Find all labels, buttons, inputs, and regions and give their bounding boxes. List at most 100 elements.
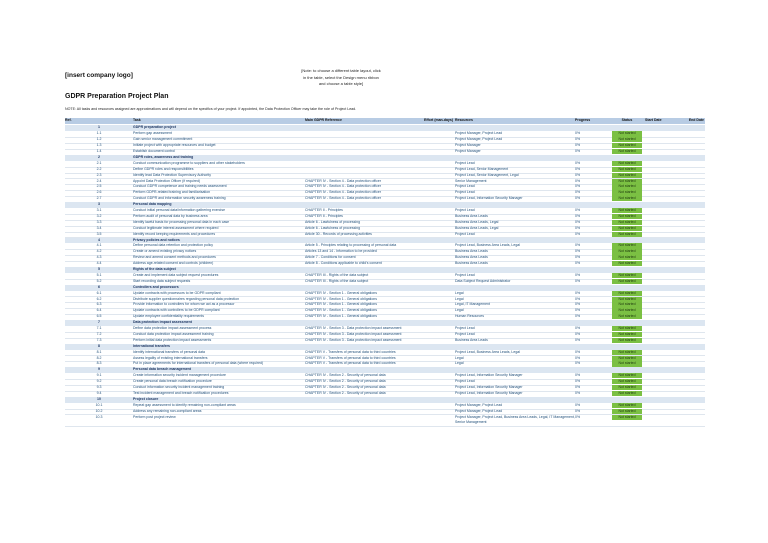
status-badge: Not started (612, 243, 642, 249)
cell-task: Review and amend consent methods and pro… (133, 255, 216, 260)
status-badge: Not started (612, 208, 642, 214)
cell-progress: 0% (575, 326, 581, 330)
cell-ref: 2.6 (96, 190, 102, 195)
status-badge: Not started (612, 349, 642, 355)
cell-progress: 0% (575, 208, 581, 212)
column-header: Main GDPR Reference (305, 118, 342, 122)
column-header: End Date (688, 118, 704, 122)
status-badge: Not started (612, 373, 642, 379)
cell-resources: Project Lead (455, 190, 475, 195)
task-row: 8.2 Assess legality of existing internati… (65, 355, 705, 363)
cell-progress: 0% (575, 302, 581, 307)
cell-resources: Project Lead (455, 184, 475, 189)
cell-progress: 0% (575, 385, 581, 389)
status-badge: Not started (612, 326, 642, 332)
task-row: 10.3 Perform post project review Project M… (65, 414, 705, 428)
cell-task: Create personal data breach notification… (133, 379, 212, 384)
status-badge: Not started (612, 408, 642, 414)
status-badge: Not started (612, 308, 642, 314)
cell-resources: Business Area Leads (455, 261, 488, 266)
cell-ref: 3.2 (96, 213, 102, 218)
task-row: 10.1 Repeat gap assessment to identify re… (65, 402, 705, 410)
cell-reference: CHAPTER IV - Section 2 - Security of per… (305, 385, 386, 389)
task-row: 2.2 Define GDPR roles and responsibilitie… (65, 166, 705, 174)
status-badge: Not started (612, 402, 642, 408)
cell-resources: Legal (455, 361, 464, 366)
cell-task: Perform initial data protection impact a… (133, 337, 212, 342)
cell-reference: CHAPTER IV - Section 1 - General obligat… (305, 314, 377, 319)
cell-task: Address any remaining non-compliant area… (133, 408, 202, 413)
cell-progress: 0% (575, 373, 581, 378)
status-badge: Not started (612, 225, 642, 231)
cell-reference: CHAPTER IV - Section 3 - Data protection… (305, 331, 402, 336)
cell-ref: 4 (98, 237, 100, 242)
cell-ref: 10.1 (95, 402, 103, 407)
logo-placeholder: [insert company logo] (65, 72, 133, 79)
cell-task: Define data protection impact assessment… (133, 326, 212, 330)
cell-task: Conduct communication programme to suppl… (133, 160, 245, 165)
cell-reference: CHAPTER IV - Section 2 - Security of per… (305, 379, 386, 384)
cell-task: Identify lead Data Protection Supervisor… (133, 172, 212, 177)
cell-task: Start recording data subject requests (133, 278, 191, 283)
cell-progress: 0% (575, 166, 581, 171)
cell-task: Project closure (133, 396, 159, 401)
cell-ref: 7.2 (96, 331, 102, 336)
task-row: 3.3 Identify lawful basis for processing … (65, 219, 705, 227)
cell-reference: CHAPTER IV - Section 2 - Security of per… (305, 373, 386, 378)
cell-ref: 9.1 (96, 373, 102, 378)
cell-ref: 9.4 (96, 390, 102, 395)
cell-ref: 2.7 (96, 196, 102, 201)
status-badge: Not started (612, 379, 642, 385)
cell-ref: 7.3 (96, 337, 102, 342)
cell-progress: 0% (575, 243, 581, 248)
cell-reference: Article 8 - Conditions applicable to chi… (305, 261, 382, 266)
cell-ref: 4.3 (96, 255, 102, 260)
cell-progress: 0% (575, 408, 581, 413)
cell-ref: 5.2 (96, 278, 102, 283)
cell-ref: 7.1 (96, 326, 102, 330)
task-row: 4.3 Review and amend consent methods and … (65, 255, 705, 263)
status-badge: Not started (612, 190, 642, 196)
cell-resources: Project Manager, Project Lead (455, 131, 503, 136)
cell-task: Create information security incident man… (133, 373, 226, 378)
cell-resources: Data Subject Request Administrator (455, 278, 511, 283)
cell-task: Create or amend existing privacy notices (133, 249, 197, 254)
cell-resources: Project Lead (455, 326, 475, 330)
cell-task: Update contracts with controllers to be … (133, 308, 220, 313)
task-row: 7.2 Conduct data protection impact assess… (65, 331, 705, 339)
status-badge: Not started (612, 331, 642, 338)
cell-progress: 0% (575, 143, 581, 148)
cell-reference: CHAPTER III - Rights of the data subject (305, 278, 369, 283)
cell-task: Conduct initial personal data/informatio… (133, 208, 226, 212)
task-row: 6.3 Provide information to controllers fo… (65, 302, 705, 310)
cell-progress: 0% (575, 225, 581, 230)
cell-task: Data protection impact assessment (133, 320, 192, 325)
cell-progress: 0% (575, 414, 581, 419)
cell-reference: Article 6 - Lawfulness of processing (305, 219, 361, 224)
section-row: 1 GDPR preparation project (65, 125, 705, 132)
cell-progress: 0% (575, 272, 581, 277)
status-badge: Not started (612, 361, 642, 367)
status-badge: Not started (612, 231, 642, 237)
cell-ref: 6.4 (96, 308, 102, 313)
cell-resources: Project Lead, Business Area Leads, Legal (455, 349, 520, 354)
cell-ref: 1.4 (96, 149, 102, 153)
cell-resources: Business Area Leads, Legal (455, 225, 499, 230)
cell-resources: Business Area Leads (455, 213, 488, 218)
cell-progress: 0% (575, 255, 581, 260)
header-row: Ref. Task Main GDPR Reference Effort (man-d… (65, 118, 705, 124)
task-row: 4.2 Create or amend existing privacy noti… (65, 249, 705, 257)
cell-progress: 0% (575, 355, 581, 360)
task-row: 4.1 Define personal data retention and pr… (65, 243, 705, 251)
cell-ref: 1.3 (96, 143, 102, 148)
task-row: 6.4 Update contracts with controllers to … (65, 308, 705, 316)
task-row: 2.3 Identify lead Data Protection Supervi… (65, 172, 705, 180)
cell-ref: 5 (98, 267, 100, 271)
cell-ref: 7 (98, 320, 100, 325)
cell-reference: Article 5 - Principles relating to proce… (305, 243, 397, 248)
cell-ref: 6.2 (96, 296, 102, 301)
cell-ref: 2.2 (96, 166, 102, 171)
cell-task: Identify lawful basis for processing per… (133, 219, 230, 224)
cell-ref: 8.2 (96, 355, 102, 360)
